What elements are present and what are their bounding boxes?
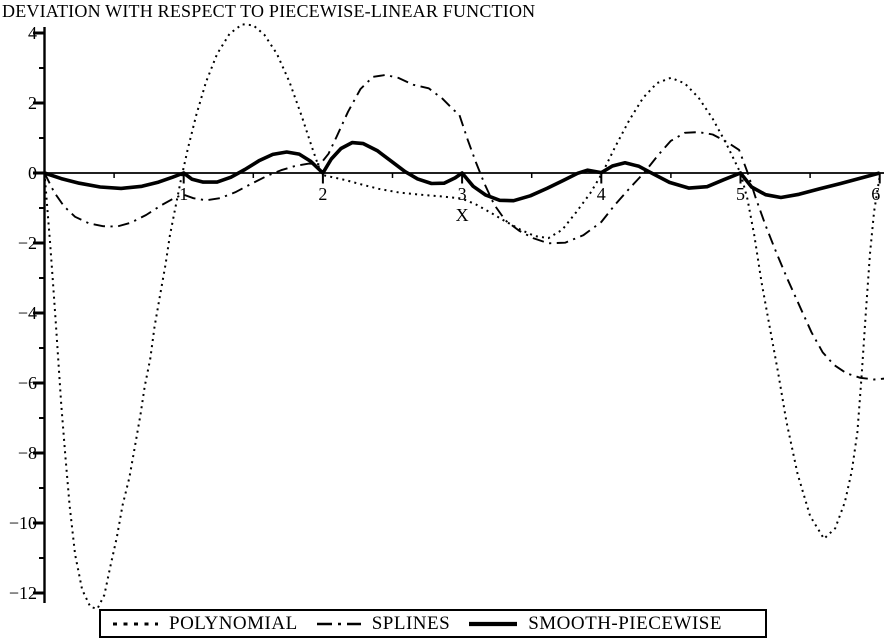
legend-label-splines: SPLINES	[371, 613, 451, 634]
legend: POLYNOMIAL SPLINES SMOOTH-PIECEWISE	[99, 609, 767, 638]
x-tick-label: 5	[736, 184, 745, 204]
x-tick-label: 2	[318, 184, 327, 204]
y-tick-label: −4	[18, 303, 37, 323]
legend-label-smooth-piecewise: SMOOTH-PIECEWISE	[528, 613, 722, 634]
polynomial-curve	[43, 23, 881, 610]
y-tick-label: −8	[18, 443, 37, 463]
y-tick-label: 2	[28, 93, 37, 113]
y-tick-label: 0	[28, 163, 37, 183]
y-tick-label: −10	[9, 513, 37, 533]
splines-line-sample-icon	[316, 622, 361, 625]
y-tick-label: −2	[18, 233, 37, 253]
legend-label-polynomial: POLYNOMIAL	[169, 613, 298, 634]
smooth-piecewise-line-sample-icon	[469, 621, 518, 626]
x-axis-title: X	[456, 205, 469, 225]
x-tick-label: 6	[871, 184, 880, 204]
splines-curve	[43, 74, 884, 381]
y-tick-label: 4	[28, 23, 37, 43]
legend-item-smooth-piecewise: SMOOTH-PIECEWISE	[466, 614, 738, 633]
y-tick-label: −6	[18, 373, 37, 393]
x-tick-label: 4	[597, 184, 606, 204]
chart-title: DEVIATION WITH RESPECT TO PIECEWISE-LINE…	[2, 1, 536, 21]
y-tick-label: −12	[9, 583, 37, 603]
legend-item-polynomial: POLYNOMIAL	[109, 614, 314, 633]
smooth-piecewise-curve	[43, 140, 881, 203]
x-tick-label: 3	[458, 184, 467, 204]
polynomial-line-sample-icon	[113, 622, 158, 625]
legend-item-splines: SPLINES	[314, 614, 466, 633]
x-tick-label: 1	[179, 184, 188, 204]
